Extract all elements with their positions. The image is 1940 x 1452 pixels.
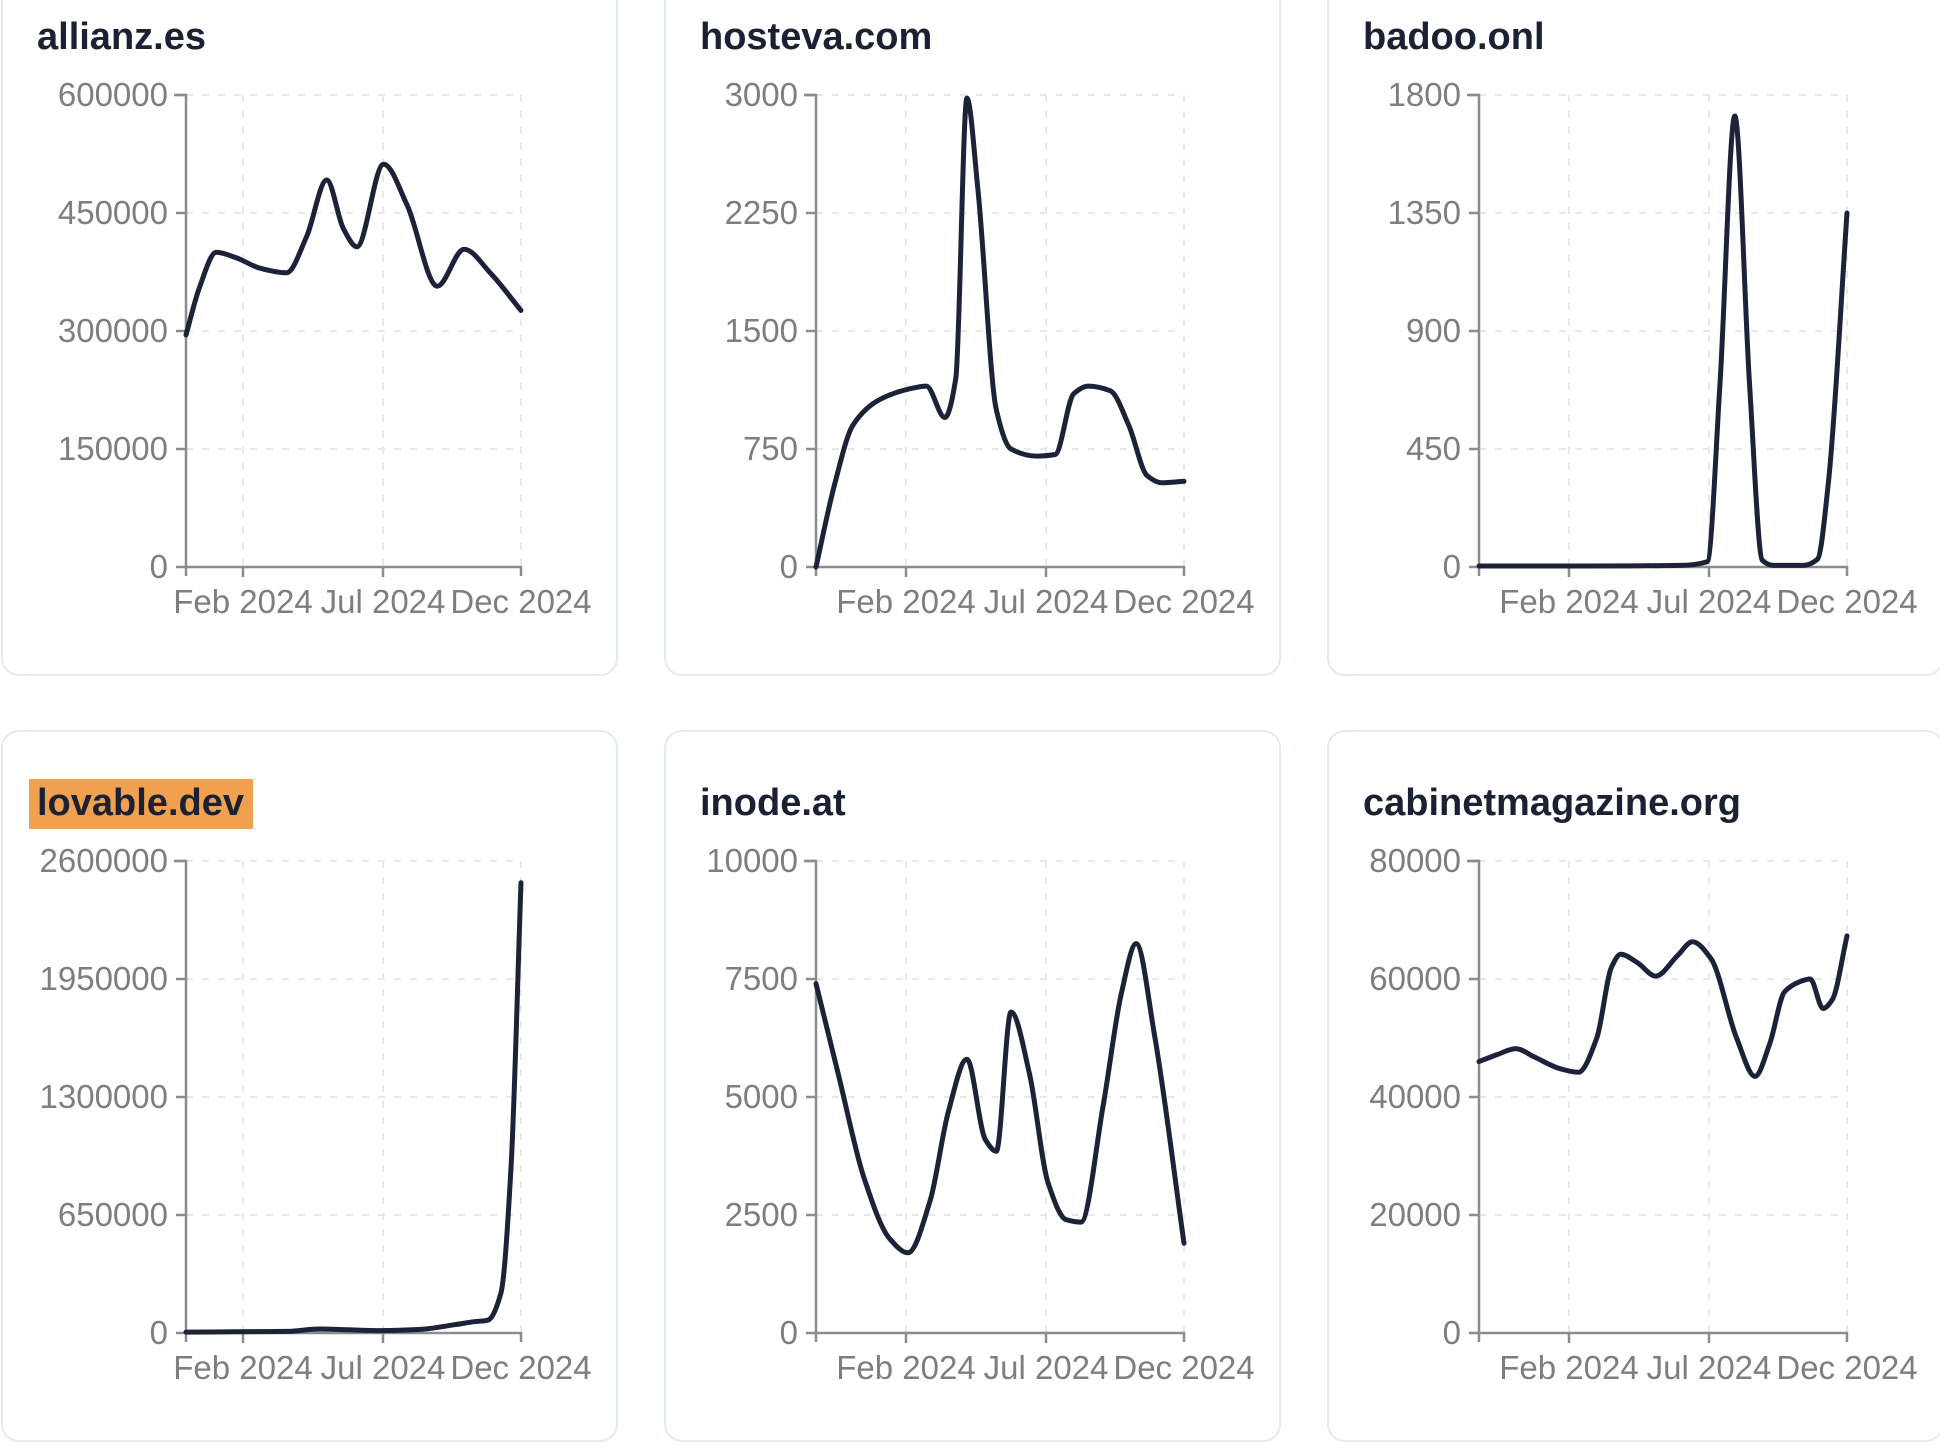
y-tick-label: 900 (1406, 312, 1461, 349)
x-tick-label: Feb 2024 (1499, 1349, 1638, 1386)
y-tick-label: 0 (780, 548, 798, 585)
x-tick-label: Feb 2024 (836, 1349, 975, 1386)
x-tick-label: Dec 2024 (1776, 1349, 1917, 1386)
chart-title: cabinetmagazine.org (1363, 782, 1741, 825)
y-tick-label: 1800 (1388, 76, 1461, 113)
y-tick-label: 650000 (58, 1196, 168, 1233)
series-line (813, 95, 1187, 570)
chart-title: allianz.es (37, 16, 206, 59)
y-tick-label: 20000 (1369, 1196, 1461, 1233)
domain-name-label: badoo.onl (1363, 16, 1545, 58)
line-chart: 0 450 900 1350 1800 Feb 2024 Jul 2024 Dec 2024 (1388, 76, 1918, 620)
line-chart: 0 150000 300000 450000 600000 Feb 2024 Jul 202… (58, 76, 592, 620)
chart-title: hosteva.com (700, 16, 932, 59)
x-tick-label: Feb 2024 (173, 583, 312, 620)
y-tick-label: 1950000 (40, 960, 168, 997)
x-tick-label: Jul 2024 (321, 583, 446, 620)
x-axis (814, 1331, 1186, 1342)
x-tick-label: Jul 2024 (984, 583, 1109, 620)
x-tick-label: Jul 2024 (984, 1349, 1109, 1386)
y-tick-label: 450000 (58, 194, 168, 231)
y-tick-label: 0 (1443, 1314, 1461, 1351)
y-tick-label: 40000 (1369, 1078, 1461, 1115)
x-tick-label: Dec 2024 (450, 1349, 591, 1386)
series-line (183, 161, 524, 338)
series-line (183, 880, 524, 1335)
domain-name-label: cabinetmagazine.org (1363, 782, 1741, 824)
y-tick-label: 0 (150, 1314, 168, 1351)
chart-title: badoo.onl (1363, 16, 1545, 59)
domain-name-label: inode.at (700, 782, 846, 824)
x-tick-label: Jul 2024 (1647, 583, 1772, 620)
y-tick-label: 0 (1443, 548, 1461, 585)
y-tick-label: 10000 (706, 842, 798, 879)
y-tick-label: 750 (743, 430, 798, 467)
chart-card-cabinetmagazine-org: 0 20000 40000 60000 80000 Feb 2024 Jul 2024 Dec… (1327, 730, 1940, 1442)
domain-name-label: allianz.es (37, 16, 206, 58)
x-axis (184, 1331, 523, 1342)
y-tick-label: 600000 (58, 76, 168, 113)
chart-card-badoo-onl: 0 450 900 1350 1800 Feb 2024 Jul 2024 Dec 2024 … (1327, 0, 1940, 676)
y-tick-label: 5000 (725, 1078, 798, 1115)
y-tick-label: 2500 (725, 1196, 798, 1233)
x-tick-label: Dec 2024 (450, 583, 591, 620)
x-tick-label: Jul 2024 (1647, 1349, 1772, 1386)
y-tick-label: 150000 (58, 430, 168, 467)
x-tick-label: Dec 2024 (1113, 583, 1254, 620)
y-tick-label: 80000 (1369, 842, 1461, 879)
y-tick-label: 1500 (725, 312, 798, 349)
series-line (1476, 933, 1850, 1079)
x-tick-label: Feb 2024 (836, 583, 975, 620)
chart-card-inode-at: 0 2500 5000 7500 10000 Feb 2024 Jul 2024 Dec 20… (664, 730, 1281, 1442)
y-tick-label: 60000 (1369, 960, 1461, 997)
y-tick-label: 3000 (725, 76, 798, 113)
chart-card-hosteva-com: 0 750 1500 2250 3000 Feb 2024 Jul 2024 Dec 2024… (664, 0, 1281, 676)
x-tick-label: Dec 2024 (1776, 583, 1917, 620)
chart-title: inode.at (700, 782, 846, 825)
x-axis (1477, 1331, 1849, 1342)
y-tick-label: 0 (780, 1314, 798, 1351)
y-tick-label: 2600000 (40, 842, 168, 879)
series-line (813, 941, 1187, 1256)
line-chart: 0 750 1500 2250 3000 Feb 2024 Jul 2024 Dec 2024 (725, 76, 1255, 620)
x-tick-label: Feb 2024 (173, 1349, 312, 1386)
y-tick-label: 450 (1406, 430, 1461, 467)
domain-name-label: hosteva.com (700, 16, 933, 58)
chart-card-lovable-dev: 0 650000 1300000 1950000 2600000 Feb 2024 Jul … (1, 730, 618, 1442)
y-tick-label: 7500 (725, 960, 798, 997)
x-tick-label: Jul 2024 (321, 1349, 446, 1386)
line-chart: 0 2500 5000 7500 10000 Feb 2024 Jul 2024 Dec 20… (706, 842, 1254, 1386)
y-tick-label: 300000 (58, 312, 168, 349)
line-chart: 0 650000 1300000 1950000 2600000 Feb 2024 Jul … (40, 842, 592, 1386)
series-line (1476, 113, 1850, 569)
x-tick-label: Dec 2024 (1113, 1349, 1254, 1386)
y-tick-label: 1300000 (40, 1078, 168, 1115)
chart-card-allianz-es: 0 150000 300000 450000 600000 Feb 2024 Jul 202… (1, 0, 618, 676)
chart-title: lovable.dev (29, 779, 253, 829)
domain-name-label: lovable.dev (29, 779, 253, 829)
x-axis (184, 565, 523, 576)
y-tick-label: 1350 (1388, 194, 1461, 231)
x-axis (814, 565, 1186, 576)
y-tick-label: 2250 (725, 194, 798, 231)
y-tick-label: 0 (150, 548, 168, 585)
line-chart: 0 20000 40000 60000 80000 Feb 2024 Jul 2024 Dec… (1369, 842, 1917, 1386)
x-tick-label: Feb 2024 (1499, 583, 1638, 620)
